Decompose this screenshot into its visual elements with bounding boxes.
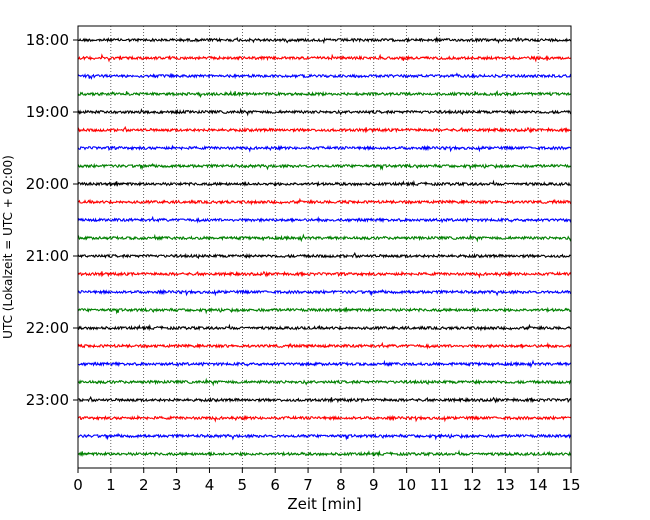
trace-2300 [77, 395, 572, 404]
y-tick-label-1: 19:00 [26, 103, 69, 121]
y-axis-label: UTC (Lokalzeit = UTC + 02:00) [1, 155, 15, 339]
x-tick-label-14: 14 [529, 476, 548, 494]
y-axis-ticks: 18:00 19:00 20:00 21:00 22:00 23:00 [26, 31, 78, 409]
x-tick-label-6: 6 [270, 476, 280, 494]
trace-1800 [77, 36, 571, 45]
x-tick-label-10: 10 [397, 476, 416, 494]
trace-2230 [77, 359, 572, 369]
x-tick-label-15: 15 [561, 476, 580, 494]
y-tick-label-4: 22:00 [26, 319, 69, 337]
x-tick-label-9: 9 [369, 476, 379, 494]
x-axis-label: Zeit [min] [287, 495, 361, 513]
seismogram-traces [77, 36, 572, 458]
y-tick-label-0: 18:00 [26, 31, 69, 49]
grid-lines [110, 26, 539, 468]
trace-2215 [77, 341, 572, 350]
x-tick-label-3: 3 [172, 476, 182, 494]
x-tick-label-2: 2 [139, 476, 149, 494]
trace-2345 [77, 449, 572, 458]
y-tick-label-2: 20:00 [26, 175, 69, 193]
y-tick-label-3: 21:00 [26, 247, 69, 265]
trace-2330 [77, 432, 572, 441]
x-tick-label-13: 13 [496, 476, 515, 494]
x-tick-label-4: 4 [205, 476, 215, 494]
trace-2145 [77, 306, 572, 315]
x-tick-label-8: 8 [336, 476, 346, 494]
trace-1945 [77, 162, 572, 171]
trace-2200 [77, 323, 572, 332]
trace-2245 [77, 377, 572, 387]
y-tick-label-5: 23:00 [26, 391, 69, 409]
trace-2315 [77, 414, 572, 423]
x-tick-label-1: 1 [106, 476, 116, 494]
trace-2030 [77, 215, 572, 224]
trace-1930 [77, 144, 572, 153]
axes-frame [77, 25, 572, 469]
trace-2100 [77, 251, 572, 260]
trace-2115 [77, 270, 572, 279]
x-tick-label-5: 5 [238, 476, 248, 494]
x-tick-label-7: 7 [303, 476, 313, 494]
x-axis-ticks: 0 1 2 3 4 5 6 7 8 9 10 11 12 13 14 15 [73, 468, 581, 494]
x-tick-label-0: 0 [73, 476, 83, 494]
x-tick-label-12: 12 [463, 476, 482, 494]
x-tick-label-11: 11 [430, 476, 449, 494]
trace-2015 [77, 197, 572, 206]
trace-1815 [77, 53, 572, 63]
trace-2130 [77, 288, 572, 297]
trace-2045 [77, 233, 572, 243]
trace-2000 [77, 179, 572, 188]
trace-1900 [77, 107, 572, 117]
trace-1845 [77, 90, 572, 99]
trace-1915 [77, 125, 572, 134]
trace-1830 [77, 72, 572, 80]
